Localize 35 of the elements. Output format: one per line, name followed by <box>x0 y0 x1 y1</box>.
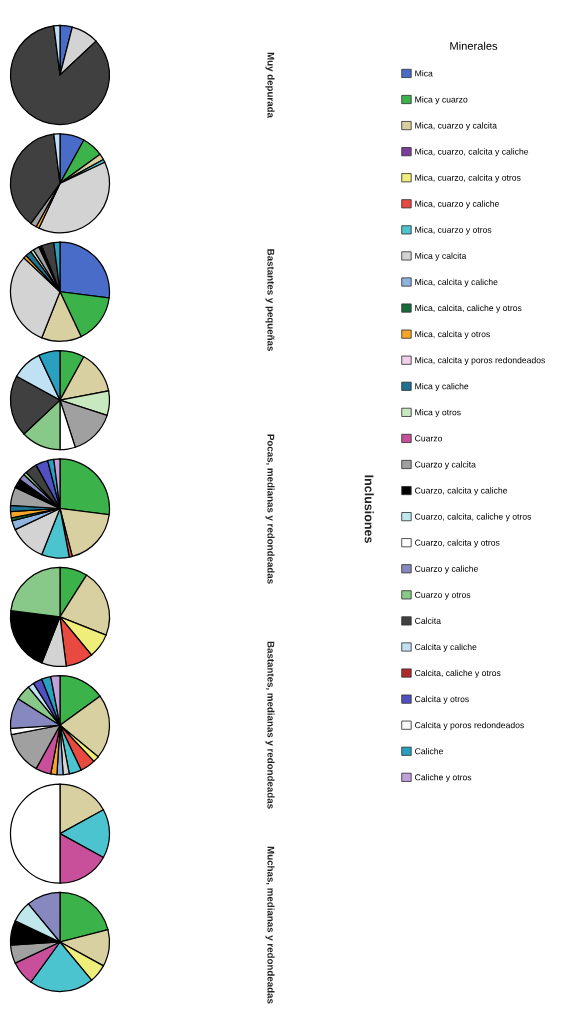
legend-label: Calcita <box>415 617 441 624</box>
legend-label: Mica, cuarzo, calcita y caliche <box>415 148 529 157</box>
text: Muy depurada <box>265 52 275 119</box>
legend-label: Calcita y caliche <box>415 643 477 652</box>
legend-label: Mica y calcita <box>415 252 467 261</box>
legend-label: Calcita, caliche y otros <box>415 669 501 678</box>
text: Muchas, medianas y redondeadas <box>265 846 275 1004</box>
text: Bastantes y pequeñas <box>265 249 275 351</box>
legend-label: Mica, cuarzo y caliche <box>415 200 499 209</box>
legend-label: Cuarzo y calcita <box>415 461 476 470</box>
legend-label: Cuarzo <box>415 435 443 442</box>
legend-label: Mica, calcita y poros redondeados <box>415 356 545 365</box>
legend-label: Mica, cuarzo, calcita y otros <box>415 174 521 183</box>
legend-label: Mica, cuarzo y otros <box>415 226 492 235</box>
legend-title: Minerales <box>450 41 498 50</box>
legend-label: Mica, calcita y caliche <box>415 278 498 287</box>
legend-label: Caliche y otros <box>415 774 472 783</box>
legend-label: Cuarzo, calcita y otros <box>415 539 500 548</box>
legend-label: Mica y otros <box>415 409 461 418</box>
legend-label: Mica, cuarzo y calcita <box>415 122 497 131</box>
legend-label: Mica y caliche <box>415 382 469 391</box>
legend-label: Mica y cuarzo <box>415 96 468 105</box>
legend-label: Mica <box>415 70 433 77</box>
legend-label: Caliche <box>415 747 443 755</box>
legend-label: Cuarzo y otros <box>415 591 471 600</box>
legend-label: Cuarzo y caliche <box>415 565 478 574</box>
text: Pocas, medianas y redondeadas <box>265 434 275 584</box>
legend-label: Calcita y otros <box>415 695 469 704</box>
legend-label: Cuarzo, calcita, caliche y otros <box>415 513 532 522</box>
legend-label: Mica, calcita, caliche y otros <box>415 304 522 313</box>
legend-label: Cuarzo, calcita y caliche <box>415 487 508 496</box>
legend-label: Calcita y poros redondeados <box>415 721 524 730</box>
legend-label: Mica, calcita y otros <box>415 330 490 339</box>
text: Inclusiones <box>364 475 374 543</box>
text: Bastantes, medianas y redondeadas <box>265 641 275 809</box>
